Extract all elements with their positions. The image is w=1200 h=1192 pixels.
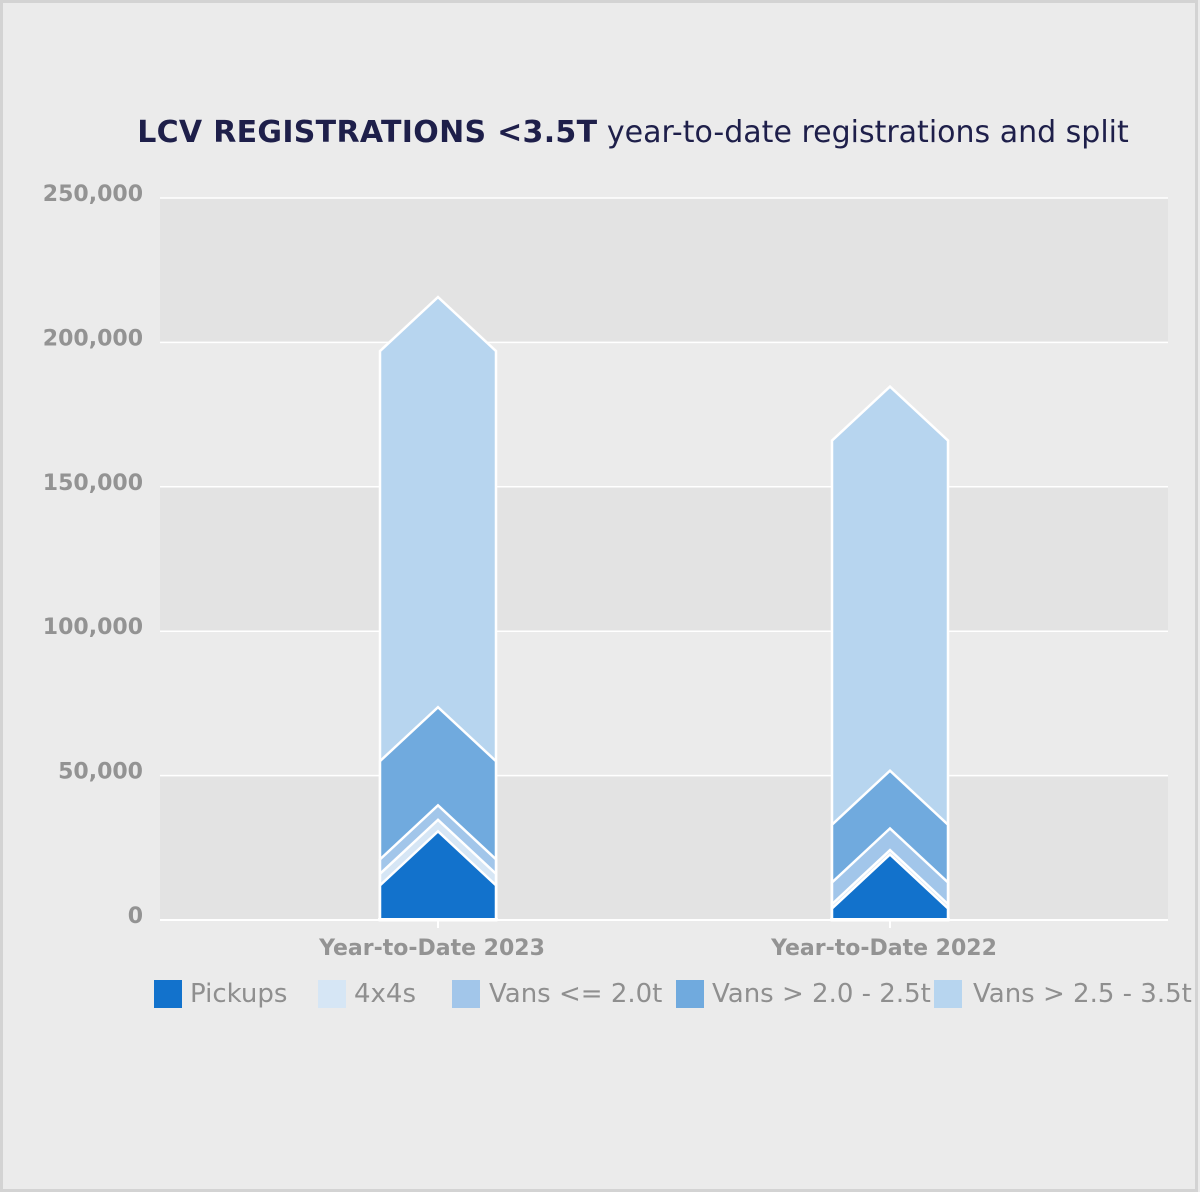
legend-label: Pickups (190, 979, 287, 1009)
y-tick-label: 50,000 (58, 760, 143, 785)
legend-swatch (934, 980, 962, 1008)
chart-title: LCV REGISTRATIONS <3.5T year-to-date reg… (3, 115, 1200, 150)
bar-base (378, 918, 498, 921)
legend-label: Vans > 2.5 - 3.5t (973, 979, 1192, 1009)
x-tick-label: Year-to-Date 2022 (770, 936, 997, 961)
legend-label: Vans > 2.0 - 2.5t (712, 979, 931, 1009)
plot-band (160, 486, 1168, 632)
y-tick-label: 150,000 (43, 471, 143, 496)
plot-band (160, 631, 1168, 776)
chart-title-rest: year-to-date registrations and split (606, 115, 1129, 150)
x-tick-label: Year-to-Date 2023 (318, 936, 545, 961)
legend-swatch (154, 980, 182, 1008)
legend-label: 4x4s (354, 979, 416, 1009)
y-tick-label: 100,000 (43, 615, 143, 640)
plot-band (160, 198, 1168, 343)
plot-band (160, 342, 1168, 487)
legend-swatch (318, 980, 346, 1008)
y-tick-label: 250,000 (43, 182, 143, 207)
legend-swatch (676, 980, 704, 1008)
legend-swatch (452, 980, 480, 1008)
y-tick-label: 0 (128, 904, 143, 929)
y-tick-label: 200,000 (43, 326, 143, 351)
chart-title-bold: LCV REGISTRATIONS <3.5T (137, 115, 598, 150)
plot-band (160, 775, 1168, 920)
bar-base (830, 918, 950, 921)
legend-label: Vans <= 2.0t (489, 979, 662, 1009)
